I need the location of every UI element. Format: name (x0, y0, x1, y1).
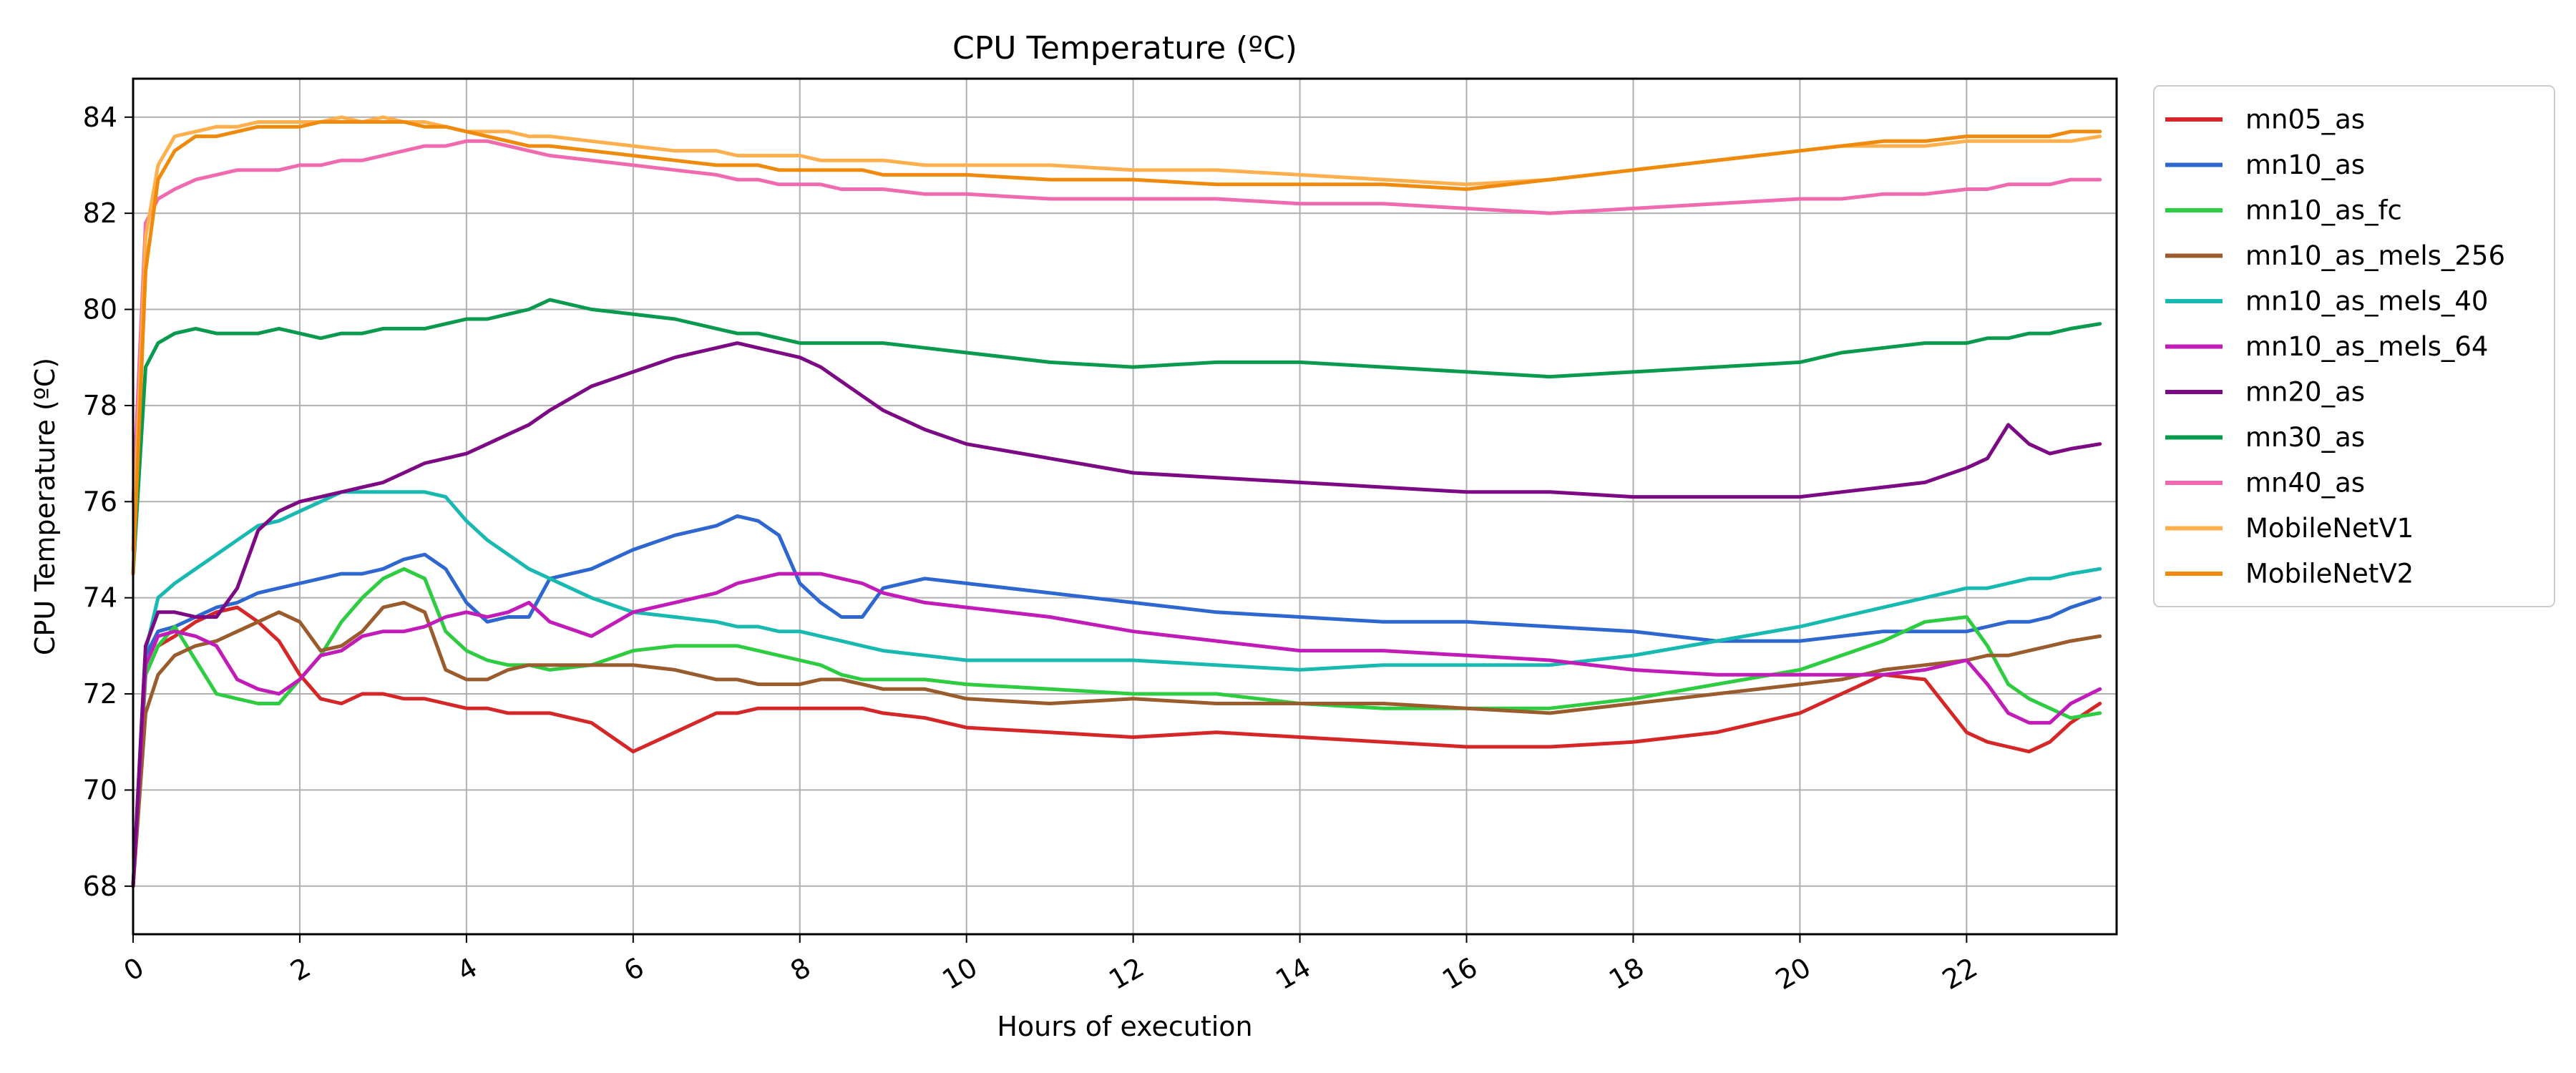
y-tick-label: 68 (83, 871, 117, 902)
x-tick-label: 8 (785, 951, 816, 987)
x-tick-label: 2 (285, 951, 316, 987)
grid (132, 79, 2117, 934)
y-tick-label: 80 (83, 294, 117, 325)
y-tick-label: 78 (83, 390, 117, 421)
legend-label-mn40-as: mn40_as (2245, 468, 2365, 499)
legend-label-mn10-as-mels-40: mn10_as_mels_40 (2245, 286, 2488, 317)
x-tick-label: 16 (1437, 951, 1483, 996)
x-tick-label: 4 (452, 951, 482, 987)
series-line-mn05-as (131, 605, 2102, 888)
x-tick-label: 10 (937, 951, 982, 996)
series-line-mn30-as (131, 298, 2102, 576)
legend-label-mn10-as-mels-256: mn10_as_mels_256 (2245, 240, 2505, 271)
series-line-mobilenetv1 (131, 115, 2102, 552)
y-tick-label: 72 (83, 678, 117, 710)
y-tick-label: 76 (83, 486, 117, 517)
legend-box (2153, 85, 2555, 607)
legend-label-mn05-as: mn05_as (2245, 104, 2365, 135)
series-line-mn10-as (131, 514, 2102, 888)
series-line-mn20-as (131, 341, 2102, 888)
series-lines (131, 115, 2102, 888)
plot-frame (132, 77, 2118, 936)
legend-label-mn20-as: mn20_as (2245, 377, 2365, 408)
series-line-mn40-as (131, 139, 2102, 504)
series-line-mn10-as-mels-256 (131, 600, 2102, 888)
y-tick-label: 84 (83, 102, 117, 133)
y-tick-label: 70 (83, 774, 117, 805)
chart-title: CPU Temperature (ºC) (952, 30, 1297, 67)
legend-label-mn10-as-fc: mn10_as_fc (2245, 195, 2402, 226)
y-tick-label: 82 (83, 197, 117, 229)
x-tick-label: 0 (119, 951, 150, 987)
series-line-mn10-as-mels-64 (131, 572, 2102, 888)
legend-label-mn10-as: mn10_as (2245, 150, 2365, 180)
y-axis-label: CPU Temperature (ºC) (29, 358, 61, 655)
x-tick-label: 20 (1770, 951, 1816, 996)
legend-label-mn30-as: mn30_as (2245, 422, 2365, 453)
legend-label-mobilenetv2: MobileNetV2 (2245, 559, 2414, 589)
legend-label-mn10-as-mels-64: mn10_as_mels_64 (2245, 331, 2488, 362)
x-tick-label: 14 (1270, 951, 1316, 996)
legend: mn05_as mn10_as mn10_as_fc mn10_as_mels_256… (2153, 85, 2555, 607)
x-tick-label: 6 (618, 951, 649, 987)
legend-label-mobilenetv1: MobileNetV1 (2245, 513, 2414, 544)
x-tick-label: 22 (1937, 951, 1983, 996)
y-tick-label: 74 (83, 582, 117, 614)
x-tick-label: 12 (1103, 951, 1149, 996)
x-axis-label: Hours of execution (997, 1011, 1252, 1042)
series-line-mobilenetv2 (131, 120, 2102, 576)
series-line-mn10-as-mels-40 (131, 490, 2102, 888)
x-tick-label: 18 (1604, 951, 1649, 996)
